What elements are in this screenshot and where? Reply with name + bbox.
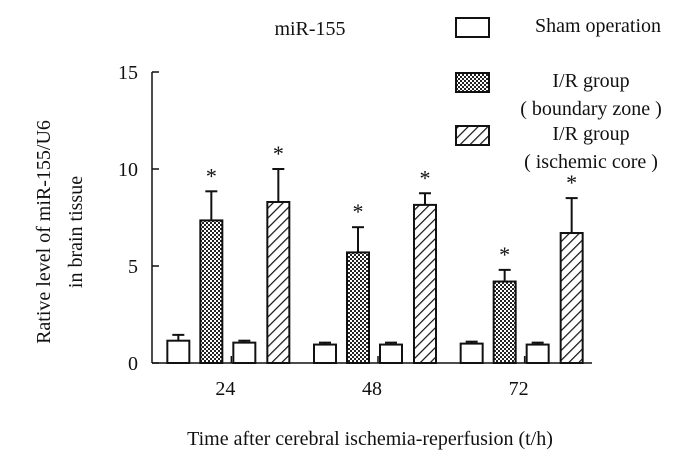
significance-marker: * [566, 170, 577, 195]
legend-swatch [455, 125, 490, 146]
bar [525, 343, 550, 365]
significance-marker: * [353, 199, 364, 224]
bars: 24 * * 48 * * 72 * * [166, 141, 584, 400]
legend-label: I/R group [552, 70, 629, 92]
significance-marker: * [273, 141, 284, 166]
chart-title: miR-155 [274, 18, 345, 40]
bar [559, 232, 584, 364]
legend-label: Sham operation [535, 15, 661, 37]
y-axis-label: Rative level of miR-155/U6 in brain tiss… [33, 120, 87, 344]
significance-marker: * [420, 165, 431, 190]
legend-label: ( boundary zone ) [520, 98, 662, 120]
bar [413, 203, 437, 364]
bar [492, 280, 517, 364]
legend-label: ( ischemic core ) [524, 151, 658, 173]
bar [232, 341, 257, 365]
axes: 0 5 10 15 [118, 62, 592, 375]
y-tick-label: 10 [118, 159, 138, 181]
y-axis-label-line1: Rative level of miR-155/U6 [33, 120, 55, 344]
x-axis-label: Time after cerebral ischemia-reperfusion… [187, 428, 553, 450]
y-tick-label: 0 [128, 353, 138, 375]
y-axis-label-line2: in brain tissue [65, 176, 87, 288]
bar [199, 219, 224, 364]
x-tick-label: 72 [509, 378, 529, 400]
bar [166, 339, 191, 365]
bar [266, 200, 291, 364]
bar [346, 251, 370, 364]
significance-marker: * [206, 163, 217, 188]
legend-swatch [455, 17, 490, 38]
x-tick-label: 48 [362, 378, 382, 400]
x-tick-label: 24 [215, 378, 235, 400]
significance-marker: * [499, 242, 510, 267]
y-tick-label: 5 [128, 256, 138, 278]
bar [459, 342, 484, 365]
bar [379, 343, 403, 365]
legend: Sham operation I/R group ( boundary zone )… [455, 15, 662, 173]
legend-label: I/R group [552, 123, 629, 145]
legend-swatch [455, 72, 490, 93]
bar [313, 343, 337, 365]
y-tick-label: 15 [118, 62, 138, 84]
